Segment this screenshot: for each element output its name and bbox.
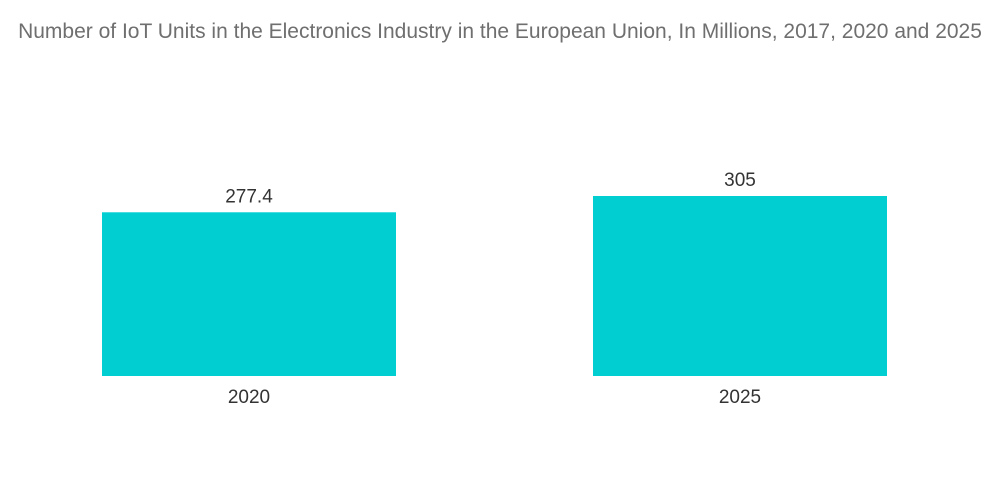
- x-tick-label-2020: 2020: [228, 387, 270, 408]
- chart-title: Number of IoT Units in the Electronics I…: [18, 20, 982, 43]
- bar-2020: [102, 212, 396, 376]
- data-label-2020: 277.4: [225, 186, 273, 207]
- data-label-2025: 305: [724, 170, 756, 191]
- bars-layer: 277.4 2020 305 2025: [102, 170, 887, 408]
- bar-2025: [593, 196, 887, 376]
- x-tick-label-2025: 2025: [719, 387, 761, 408]
